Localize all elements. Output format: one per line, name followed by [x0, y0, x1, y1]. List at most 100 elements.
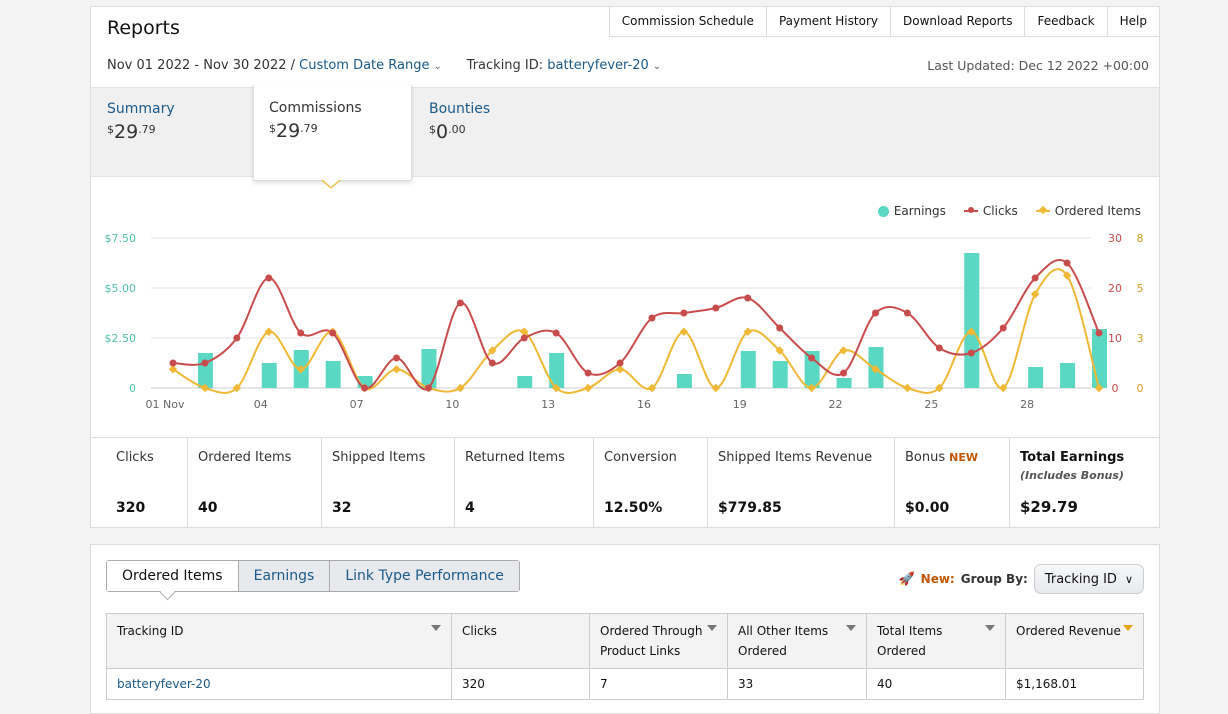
tracking-id-dropdown[interactable]: batteryfever-20 ⌄: [547, 58, 661, 73]
clicks-point: [935, 344, 943, 352]
col-ordered-revenue[interactable]: Ordered Revenue: [1005, 613, 1144, 669]
earnings-bar: [549, 353, 565, 388]
ordered-items-point: [871, 365, 880, 374]
ordered-items-point: [839, 346, 848, 355]
sort-caret-icon[interactable]: [431, 625, 441, 631]
sort-caret-icon[interactable]: [985, 625, 995, 631]
clicks-point: [680, 309, 688, 317]
x-tick-label: 28: [1020, 398, 1034, 411]
cell-ordered-revenue: $1,168.01: [1005, 668, 1144, 700]
clicks-point: [233, 334, 241, 342]
table-row: batteryfever-20 320 7 33 40 $1,168.01: [106, 668, 1144, 700]
earnings-bar: [325, 361, 341, 388]
earnings-bar: [261, 363, 277, 388]
stat-label: Ordered Items: [198, 450, 292, 465]
earnings-bar: [197, 353, 213, 388]
clicks-point: [903, 309, 911, 317]
custom-date-range-label: Custom Date Range: [299, 58, 430, 73]
date-range-text: Nov 01 2022 - Nov 30 2022 /: [107, 58, 295, 73]
col-tracking-id[interactable]: Tracking ID: [106, 613, 452, 669]
segment-link-type-performance[interactable]: Link Type Performance: [329, 561, 519, 591]
ordered-items-point: [647, 383, 657, 393]
ordered-items-point: [903, 383, 912, 393]
stat-label: Returned Items: [465, 450, 565, 465]
tab-bounties[interactable]: Bounties $0.00: [429, 98, 490, 143]
sort-caret-icon[interactable]: [846, 625, 856, 631]
col-all-other-items[interactable]: All Other Items Ordered: [727, 613, 867, 669]
x-tick-label: 10: [445, 398, 459, 411]
stat-shipped-revenue: Shipped Items Revenue $779.85: [707, 438, 894, 528]
sort-caret-icon[interactable]: [1123, 625, 1133, 631]
download-reports-link[interactable]: Download Reports: [889, 7, 1025, 36]
y-right-ordered-tick-label: 3: [1137, 332, 1144, 345]
clicks-point: [744, 294, 752, 302]
y-right-clicks-tick-label: 10: [1108, 332, 1122, 345]
tab-summary-label: Summary: [107, 101, 175, 117]
payment-history-link[interactable]: Payment History: [765, 7, 890, 36]
clicks-point: [871, 309, 879, 317]
ordered-items-point: [615, 365, 625, 374]
x-tick-label: 22: [829, 398, 843, 411]
earnings-dot-icon: [877, 205, 889, 217]
ordered-items-point: [935, 383, 944, 393]
clicks-point: [393, 354, 401, 362]
col-total-items-ordered[interactable]: Total Items Ordered: [866, 613, 1006, 669]
ordered-items-point: [998, 383, 1008, 393]
stat-sublabel: (Includes Bonus): [1020, 469, 1124, 482]
clicks-point: [808, 354, 816, 362]
tab-commissions[interactable]: Commissions $29.79: [253, 85, 412, 181]
tracking-id-link[interactable]: batteryfever-20: [117, 677, 211, 691]
y-right-ordered-tick-label: 8: [1137, 232, 1144, 245]
tab-summary-amount: $29.79: [107, 121, 156, 143]
ordered-items-point: [551, 383, 561, 393]
stat-returned-items: Returned Items 4: [454, 438, 593, 528]
legend-earnings[interactable]: Earnings: [877, 204, 946, 218]
col-ordered-through-links[interactable]: Ordered Through Product Links: [589, 613, 728, 669]
group-by-select[interactable]: Tracking ID ∨: [1033, 564, 1144, 594]
col-clicks[interactable]: Clicks: [451, 613, 590, 669]
stat-value: 40: [198, 500, 218, 516]
x-tick-label: 13: [541, 398, 555, 411]
legend-clicks[interactable]: Clicks: [963, 204, 1018, 218]
new-badge: NEW: [949, 451, 978, 464]
commission-schedule-link[interactable]: Commission Schedule: [621, 14, 754, 28]
ordered-items-point: [296, 365, 305, 374]
segment-earnings[interactable]: Earnings: [237, 561, 330, 591]
tracking-id-value: batteryfever-20: [547, 58, 649, 73]
tab-bounties-amount: $0.00: [429, 121, 466, 143]
clicks-point: [552, 329, 560, 337]
earnings-bar: [1028, 367, 1044, 388]
ordered-items-point: [967, 327, 976, 336]
earnings-bar: [676, 374, 692, 388]
feedback-link[interactable]: Feedback: [1024, 7, 1106, 36]
ordered-items-point: [775, 346, 784, 355]
y-right-clicks-tick-label: 0: [1112, 382, 1119, 395]
tab-summary[interactable]: Summary $29.79: [107, 98, 175, 143]
segment-ordered-items[interactable]: Ordered Items: [107, 561, 238, 591]
chevron-down-icon: ∨: [1124, 572, 1133, 586]
earnings-bar: [740, 351, 756, 388]
stats-row: Clicks 320 Ordered Items 40 Shipped Items 3…: [91, 437, 1159, 528]
clicks-point: [584, 369, 592, 377]
clicks-line-icon: [963, 207, 978, 213]
ordered-items-point: [807, 383, 816, 393]
chart-legend: Earnings Clicks Ordered Items: [877, 204, 1141, 218]
cell-tracking-id[interactable]: batteryfever-20: [106, 668, 452, 700]
chevron-down-icon: ⌄: [433, 61, 442, 72]
sort-caret-icon[interactable]: [707, 625, 717, 631]
help-link[interactable]: Help: [1106, 7, 1159, 36]
stat-value: $29.79: [1020, 498, 1078, 516]
breakdown-panel: Ordered Items Earnings Link Type Perform…: [90, 544, 1160, 714]
clicks-point: [1063, 259, 1071, 267]
x-tick-label: 16: [637, 398, 651, 411]
cell-clicks: 320: [451, 668, 590, 700]
earnings-bar: [836, 378, 852, 388]
stat-value: $779.85: [718, 500, 782, 516]
custom-date-range-dropdown[interactable]: Custom Date Range ⌄: [299, 58, 442, 73]
legend-ordered[interactable]: Ordered Items: [1035, 204, 1141, 218]
clicks-point: [616, 359, 624, 367]
earnings-bar: [1092, 329, 1107, 388]
earnings-bar: [964, 253, 980, 388]
clicks-point: [776, 324, 784, 332]
x-tick-label: 04: [254, 398, 268, 411]
